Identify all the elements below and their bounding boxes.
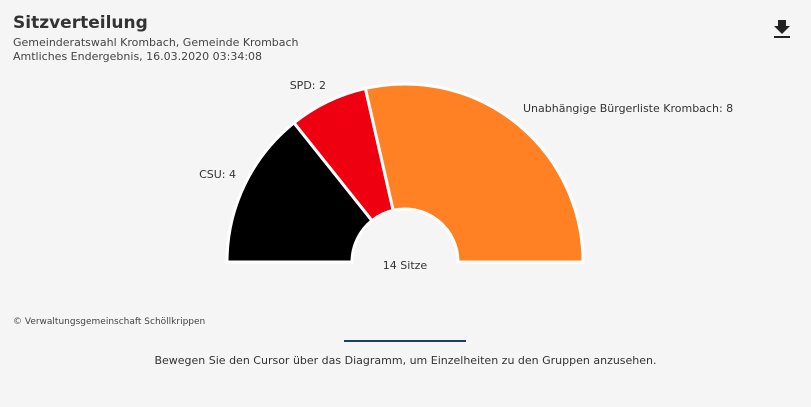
hint-text: Bewegen Sie den Cursor über das Diagramm… <box>154 354 657 367</box>
center-label: 14 Sitze <box>383 259 428 272</box>
subtitle: Gemeinderatswahl Krombach, Gemeinde Krom… <box>13 36 299 49</box>
seat-chart[interactable]: CSU: 4 SPD: 2 Unabhängige Bürgerliste Krom… <box>0 0 811 300</box>
data-label: SPD: 2 <box>290 79 326 92</box>
credit: © Verwaltungsgemeinschaft Schöllkrippen <box>13 317 206 327</box>
data-label: Unabhängige Bürgerliste Krombach: 8 <box>523 102 733 115</box>
download-icon <box>774 20 790 38</box>
page-title: Sitzverteilung <box>13 13 148 33</box>
result-status: Amtliches Endergebnis, 16.03.2020 03:34:… <box>13 50 263 63</box>
slice-csu[interactable] <box>225 120 375 264</box>
divider <box>344 340 466 342</box>
download-button[interactable] <box>770 16 794 40</box>
slice-unabh-ngige-b-rgerliste-krombach[interactable] <box>363 82 585 264</box>
data-label: CSU: 4 <box>199 168 236 181</box>
